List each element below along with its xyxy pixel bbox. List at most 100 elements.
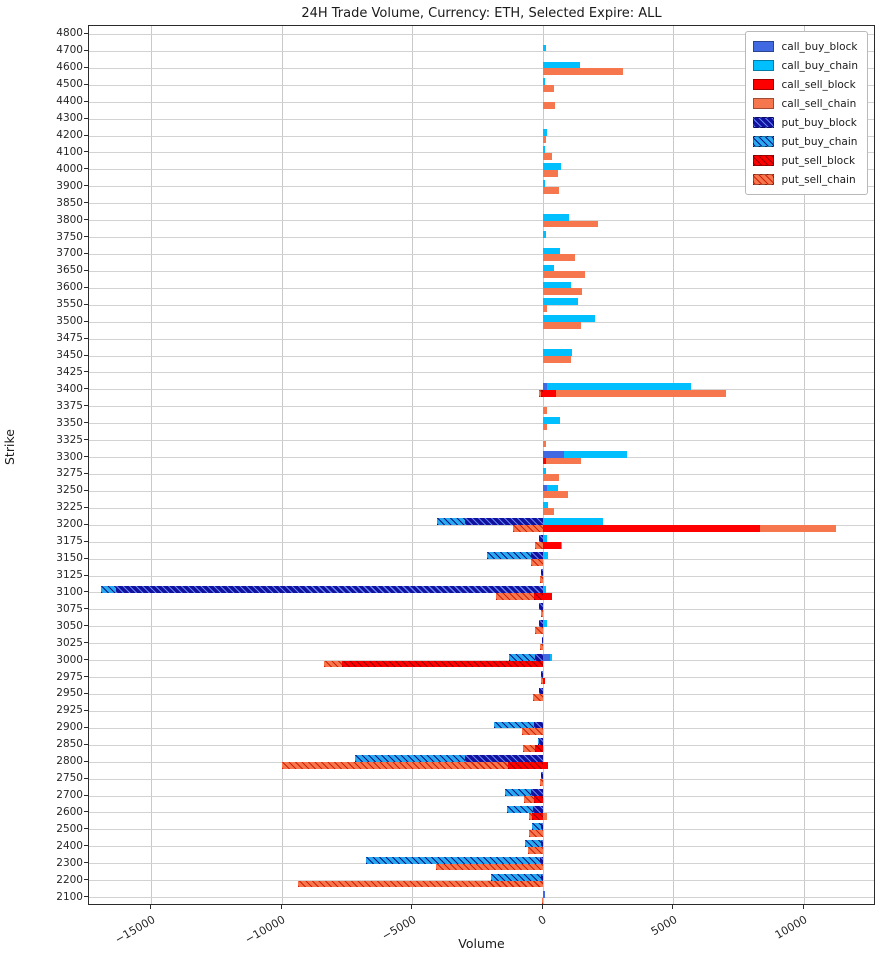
y-tick-mark xyxy=(84,422,88,424)
y-tick-mark xyxy=(84,659,88,661)
x-gridline xyxy=(151,26,153,904)
y-tick-label: 3250 xyxy=(56,484,83,497)
bar-call_buy_block-3250 xyxy=(543,484,548,492)
y-tick-mark xyxy=(84,405,88,407)
bar-put_sell_chain-2950 xyxy=(533,694,544,702)
bar-call_sell_block-3300 xyxy=(543,457,546,465)
y-tick-mark xyxy=(84,134,88,136)
bar-call_buy_chain-3800 xyxy=(543,213,570,221)
bar-call_buy_chain-3300 xyxy=(543,450,627,458)
y-tick-mark xyxy=(84,506,88,508)
x-gridline xyxy=(542,26,544,904)
bar-call_sell_chain-3275 xyxy=(543,474,559,482)
y-tick-label: 4200 xyxy=(56,129,83,141)
y-tick-label: 3300 xyxy=(56,450,83,463)
y-tick-label: 4800 xyxy=(56,27,83,40)
bar-call_buy_chain-3650 xyxy=(543,264,555,272)
y-tick-mark xyxy=(84,540,88,542)
bar-put_buy_block-3200 xyxy=(464,518,544,526)
y-tick-label: 3175 xyxy=(56,535,83,548)
bar-call_sell_chain-3550 xyxy=(543,305,547,312)
bar-call_sell_block-2800 xyxy=(543,762,548,769)
y-tick-mark xyxy=(84,32,88,34)
y-tick-mark xyxy=(84,794,88,796)
bar-call_buy_chain-3050 xyxy=(543,620,547,627)
y-tick-label: 3200 xyxy=(56,518,83,531)
y-tick-label: 4000 xyxy=(56,162,83,175)
y-gridline xyxy=(89,457,874,459)
y-tick-label: 3025 xyxy=(56,636,83,649)
x-tick-mark xyxy=(150,905,152,909)
x-gridline xyxy=(673,26,675,904)
y-tick-label: 3400 xyxy=(56,382,83,395)
bar-put_buy_block-3150 xyxy=(531,552,544,560)
y-tick-mark xyxy=(84,303,88,305)
legend-label: put_sell_chain xyxy=(781,173,856,186)
y-tick-mark xyxy=(84,709,88,711)
bar-put_buy_chain-3150 xyxy=(487,552,544,560)
legend-item-put_buy_block: put_buy_block xyxy=(753,113,858,132)
y-tick-label: 2750 xyxy=(56,772,83,785)
y-tick-mark xyxy=(84,472,88,474)
bar-put_buy_chain-2700 xyxy=(505,789,544,796)
y-tick-label: 3900 xyxy=(56,179,83,192)
bar-call_buy_chain-3200 xyxy=(543,518,604,526)
bar-call_buy_block-2100 xyxy=(543,890,545,898)
y-tick-label: 3125 xyxy=(56,569,83,581)
y-tick-label: 3275 xyxy=(56,467,83,480)
bar-call_sell_chain-4000 xyxy=(543,169,558,177)
x-gridline xyxy=(412,26,414,904)
y-tick-label: 2600 xyxy=(56,805,83,818)
y-gridline xyxy=(89,541,874,543)
bar-call_sell_chain-4500 xyxy=(543,85,555,92)
y-gridline xyxy=(89,558,874,560)
y-gridline xyxy=(89,220,874,222)
bar-put_sell_chain-2800 xyxy=(282,762,544,769)
y-gridline xyxy=(89,152,874,154)
y-tick-mark xyxy=(84,269,88,271)
bar-call_buy_chain-3275 xyxy=(543,467,546,475)
bar-call_buy_chain-4200 xyxy=(543,129,547,136)
legend-item-put_buy_chain: put_buy_chain xyxy=(753,132,858,151)
y-tick-label: 3550 xyxy=(56,298,83,311)
y-tick-mark xyxy=(84,726,88,728)
bar-put_sell_chain-3075 xyxy=(541,609,544,617)
legend-label: call_sell_block xyxy=(781,78,856,91)
y-tick-mark xyxy=(84,49,88,51)
y-gridline xyxy=(89,440,874,442)
y-tick-mark xyxy=(84,591,88,593)
bar-call_buy_chain-3500 xyxy=(543,315,596,323)
y-tick-mark xyxy=(84,320,88,322)
x-tick-mark xyxy=(541,905,543,909)
bar-put_sell_chain-2750 xyxy=(540,779,544,786)
bar-put_buy_block-3125 xyxy=(541,569,544,576)
y-tick-mark xyxy=(84,574,88,576)
bar-call_sell_chain-2600 xyxy=(543,812,548,820)
bar-call_buy_block-3300 xyxy=(543,450,565,458)
bar-call_sell_chain-3700 xyxy=(543,254,575,262)
x-axis-title: Volume xyxy=(458,936,505,951)
legend-swatch-call_sell_chain xyxy=(753,98,775,109)
y-gridline xyxy=(89,270,874,272)
bar-call_buy_chain-3150 xyxy=(543,552,548,560)
bar-call_buy_chain-3350 xyxy=(543,416,561,424)
y-gridline xyxy=(89,186,874,188)
legend-item-call_sell_block: call_sell_block xyxy=(753,75,858,94)
y-tick-label: 3700 xyxy=(56,247,83,260)
y-tick-mark xyxy=(84,83,88,85)
y-tick-mark xyxy=(84,117,88,119)
y-gridline xyxy=(89,118,874,120)
bar-call_sell_chain-4400 xyxy=(543,102,555,109)
bar-call_sell_chain-3650 xyxy=(543,271,585,279)
bar-put_sell_block-3000 xyxy=(342,660,544,668)
bar-put_sell_block-2600 xyxy=(531,812,544,820)
y-tick-label: 2700 xyxy=(56,789,83,801)
bar-call_sell_chain-3350 xyxy=(543,423,548,431)
bar-call_sell_chain-4200 xyxy=(543,136,546,143)
legend-item-call_buy_chain: call_buy_chain xyxy=(753,56,858,75)
y-tick-mark xyxy=(84,151,88,153)
bar-put_buy_chain-2300 xyxy=(365,856,544,864)
legend-swatch-call_sell_block xyxy=(753,79,775,90)
y-gridline xyxy=(89,355,874,357)
